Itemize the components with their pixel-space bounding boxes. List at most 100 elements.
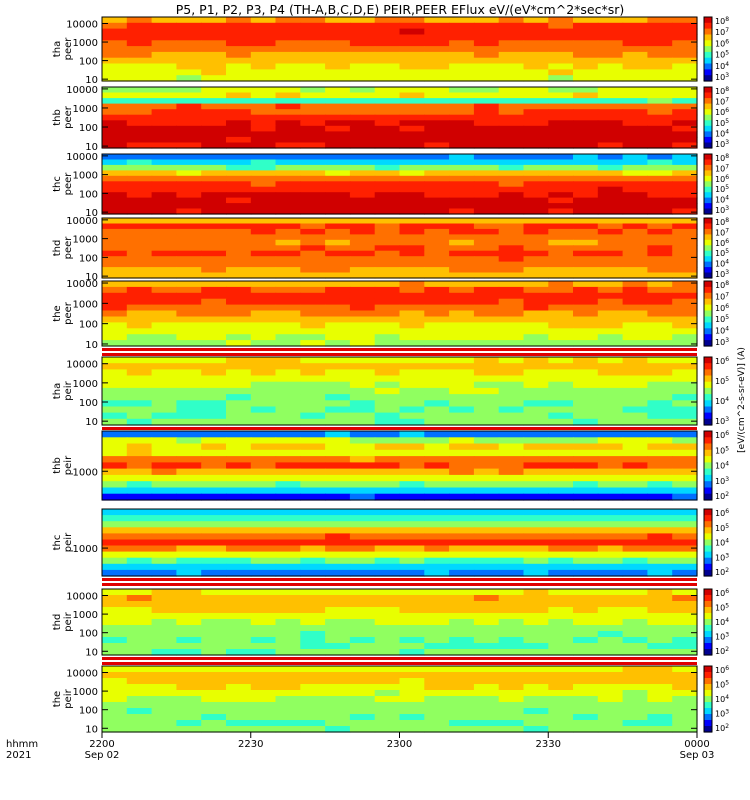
heatmap-cell xyxy=(424,310,450,317)
heatmap-cell xyxy=(647,400,673,408)
heatmap-cell xyxy=(622,164,648,171)
heatmap-cell xyxy=(597,164,624,171)
heatmap-cell xyxy=(176,142,202,149)
heatmap-cell xyxy=(622,672,648,679)
heatmap-cell xyxy=(300,175,326,182)
heatmap-cell xyxy=(300,443,326,451)
heatmap-cell xyxy=(498,92,525,99)
heatmap-cell xyxy=(325,328,351,335)
heatmap-cell xyxy=(102,720,128,727)
heatmap-cell xyxy=(151,125,177,132)
heatmap-cell xyxy=(151,474,177,482)
heatmap-cell xyxy=(325,449,351,457)
heatmap-cell xyxy=(473,493,500,501)
colorbar-segment xyxy=(704,139,712,144)
heatmap-cell xyxy=(176,601,202,608)
heatmap-cell xyxy=(473,17,500,24)
heatmap-cell xyxy=(226,539,252,547)
heatmap-cell xyxy=(151,304,177,312)
heatmap-cell xyxy=(126,387,153,395)
heatmap-cell xyxy=(449,256,475,263)
heatmap-cell xyxy=(449,607,475,614)
heatmap-cell xyxy=(647,245,673,252)
heatmap-cell xyxy=(597,509,624,516)
colorbar-segment xyxy=(704,100,712,105)
heatmap-cell xyxy=(672,281,698,288)
heatmap-cell xyxy=(523,250,549,257)
heatmap-cell xyxy=(672,613,698,620)
heatmap-cell xyxy=(399,387,425,395)
heatmap-cell xyxy=(151,387,177,395)
heatmap-cell xyxy=(226,267,252,274)
heatmap-cell xyxy=(647,69,673,76)
heatmap-cell xyxy=(226,563,252,571)
heatmap-cell xyxy=(151,175,177,182)
heatmap-cell xyxy=(250,607,277,614)
heatmap-cell xyxy=(399,400,425,408)
heatmap-cell xyxy=(597,412,624,420)
heatmap-cell xyxy=(672,708,698,715)
heatmap-cell xyxy=(424,607,450,614)
colorbar-segment xyxy=(704,304,712,309)
heatmap-cell xyxy=(672,381,698,389)
heatmap-cell xyxy=(176,92,202,99)
heatmap-cell xyxy=(597,589,624,596)
heatmap-cell xyxy=(126,375,153,383)
heatmap-cell xyxy=(672,272,698,279)
heatmap-cell xyxy=(573,672,599,679)
heatmap-cell xyxy=(176,286,202,294)
heatmap-cell xyxy=(102,120,128,127)
heatmap-cell xyxy=(449,437,475,445)
heatmap-cell xyxy=(498,545,525,553)
heatmap-cell xyxy=(176,46,202,53)
heatmap-cell xyxy=(300,46,326,53)
x-tick-date: Sep 02 xyxy=(85,750,120,761)
colorbar-segment xyxy=(704,459,712,463)
heatmap-cell xyxy=(374,208,401,215)
heatmap-cell xyxy=(102,197,128,204)
heatmap-cell xyxy=(672,418,698,426)
heatmap-cell xyxy=(548,286,574,294)
heatmap-cell xyxy=(449,394,475,401)
colorbar-segment xyxy=(704,563,712,568)
heatmap-cell xyxy=(548,690,574,697)
heatmap-cell xyxy=(126,515,153,522)
heatmap-cell xyxy=(498,310,525,317)
heatmap-cell xyxy=(151,22,177,30)
heatmap-cell xyxy=(672,487,698,495)
heatmap-cell xyxy=(201,75,227,82)
colorbar-segment xyxy=(704,69,712,73)
heatmap-cell xyxy=(102,159,128,166)
heatmap-cell xyxy=(672,589,698,596)
colorbar-segment xyxy=(704,649,712,653)
heatmap-cell xyxy=(226,625,252,632)
heatmap-cell xyxy=(449,131,475,138)
heatmap-cell xyxy=(473,431,500,438)
heatmap-cell xyxy=(102,322,128,329)
colorbar-segment xyxy=(704,256,712,260)
heatmap-cell xyxy=(349,702,376,709)
heatmap-cell xyxy=(399,702,425,709)
heatmap-cell xyxy=(573,63,599,70)
heatmap-cell xyxy=(647,468,673,476)
heatmap-cell xyxy=(201,474,227,482)
heatmap-cell xyxy=(672,46,698,53)
heatmap-cell xyxy=(374,334,401,341)
heatmap-cell xyxy=(176,316,202,323)
panel-ylabel-probe: thb xyxy=(52,109,63,126)
heatmap-cell xyxy=(151,286,177,294)
heatmap-cell xyxy=(300,136,326,143)
heatmap-cell xyxy=(498,539,525,547)
heatmap-cell xyxy=(498,412,525,420)
heatmap-cell xyxy=(424,381,450,389)
colorbar-tick-label: 103 xyxy=(715,269,729,279)
heatmap-cell xyxy=(226,643,252,650)
colorbar-segment xyxy=(704,437,712,441)
heatmap-cell xyxy=(250,437,277,445)
colorbar-segment xyxy=(704,34,712,38)
heatmap-cell xyxy=(473,114,500,121)
heatmap-cell xyxy=(275,170,301,177)
heatmap-cell xyxy=(102,545,128,553)
